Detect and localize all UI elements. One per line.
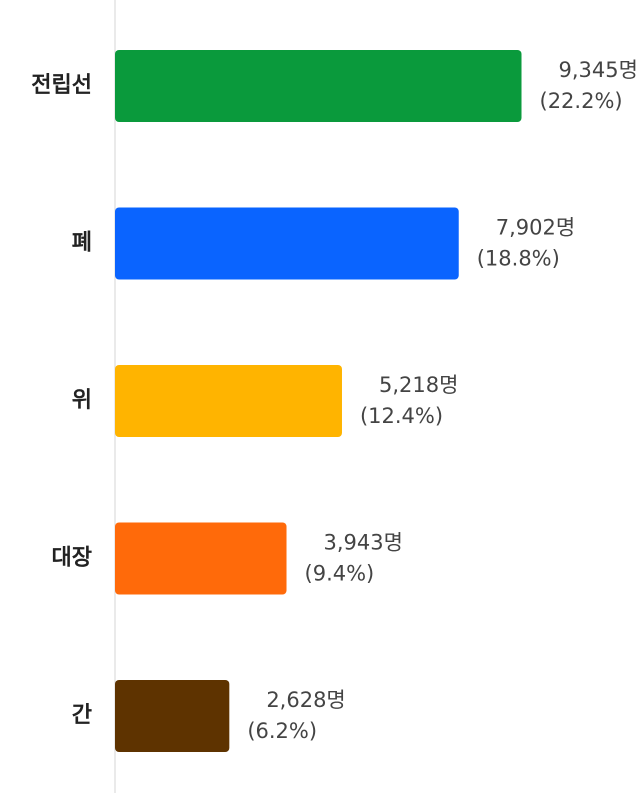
bar (115, 680, 230, 752)
share-label: (12.4%) (360, 404, 443, 428)
bar (115, 365, 342, 437)
category-label: 대장 (52, 546, 92, 571)
share-label: (9.4%) (305, 562, 375, 586)
value-label: 3,943명 (324, 531, 403, 555)
category-label: 폐 (72, 231, 92, 256)
bar (115, 50, 522, 122)
value-label: 2,628명 (266, 688, 345, 712)
value-label: 9,345명 (559, 58, 638, 82)
bar (115, 207, 459, 280)
category-label: 전립선 (31, 73, 92, 98)
value-label: 5,218명 (379, 373, 458, 397)
value-label: 7,902명 (496, 216, 575, 240)
category-label: 위 (72, 388, 92, 413)
bar (115, 522, 287, 595)
share-label: (18.8%) (477, 247, 560, 271)
category-label: 간 (72, 703, 92, 728)
share-label: (6.2%) (247, 719, 317, 743)
share-label: (22.2%) (540, 89, 623, 113)
